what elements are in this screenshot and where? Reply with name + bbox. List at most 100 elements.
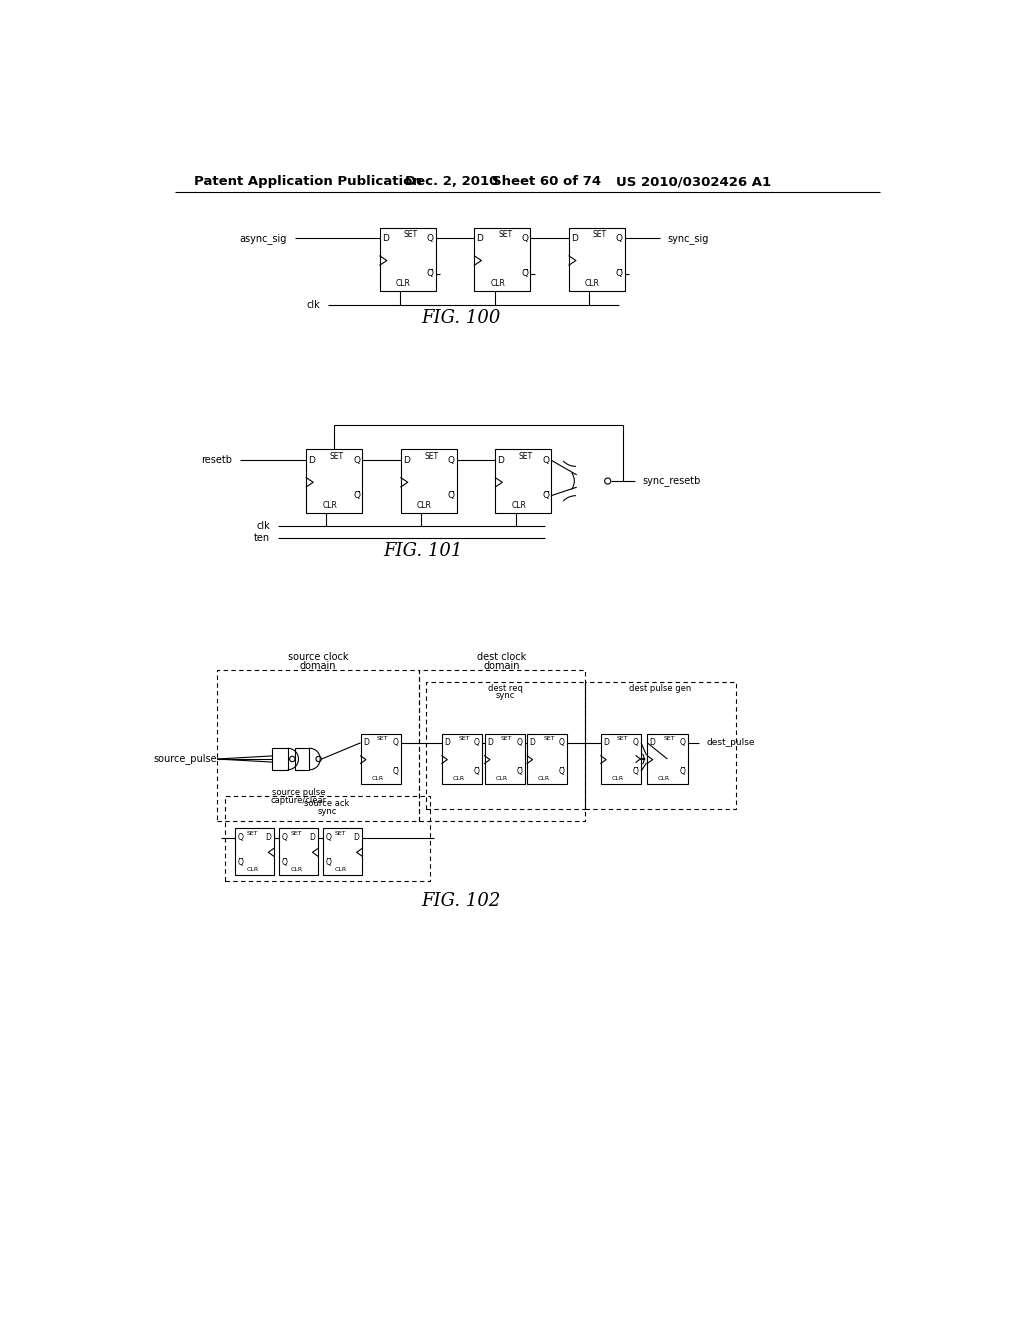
Bar bbox=[324, 829, 362, 875]
Text: source pulse: source pulse bbox=[271, 788, 326, 797]
Text: Q: Q bbox=[326, 833, 332, 842]
Text: SET: SET bbox=[377, 737, 388, 742]
Text: D: D bbox=[353, 833, 359, 842]
Text: SET: SET bbox=[291, 832, 302, 836]
Text: FIG. 101: FIG. 101 bbox=[383, 543, 462, 560]
Text: D: D bbox=[603, 738, 609, 747]
Text: Q: Q bbox=[474, 738, 479, 747]
Text: SET: SET bbox=[501, 737, 512, 742]
Bar bbox=[474, 227, 530, 290]
Text: SET: SET bbox=[403, 230, 418, 239]
Text: FIG. 102: FIG. 102 bbox=[422, 892, 501, 911]
Bar bbox=[601, 734, 641, 784]
Text: Q̅: Q̅ bbox=[427, 269, 434, 279]
Text: Q̅: Q̅ bbox=[392, 767, 398, 776]
Text: Q̅: Q̅ bbox=[543, 491, 549, 500]
Text: Q̅: Q̅ bbox=[447, 491, 455, 500]
Text: D: D bbox=[382, 234, 389, 243]
Text: Q: Q bbox=[282, 833, 288, 842]
Text: Q: Q bbox=[615, 234, 623, 243]
Text: Sheet 60 of 74: Sheet 60 of 74 bbox=[493, 176, 601, 187]
Text: SET: SET bbox=[664, 737, 675, 742]
Text: source ack: source ack bbox=[304, 799, 350, 808]
Text: sync_sig: sync_sig bbox=[668, 234, 709, 244]
Text: Q̅: Q̅ bbox=[326, 858, 332, 867]
Text: sync_resetb: sync_resetb bbox=[643, 475, 701, 487]
Text: D: D bbox=[265, 833, 271, 842]
Text: clk: clk bbox=[256, 521, 270, 532]
Bar bbox=[569, 227, 625, 290]
Text: Q: Q bbox=[447, 455, 455, 465]
Text: Patent Application Publication: Patent Application Publication bbox=[194, 176, 422, 187]
Text: ten: ten bbox=[254, 533, 270, 543]
Text: FIG. 100: FIG. 100 bbox=[422, 309, 501, 327]
Bar bbox=[586, 682, 736, 809]
Bar bbox=[647, 734, 687, 784]
Text: SET: SET bbox=[593, 230, 607, 239]
Bar bbox=[419, 671, 586, 821]
Text: dest pulse gen: dest pulse gen bbox=[630, 684, 691, 693]
Text: D: D bbox=[487, 738, 493, 747]
Text: dest_pulse: dest_pulse bbox=[707, 738, 756, 747]
Text: D: D bbox=[308, 455, 315, 465]
Text: CLR: CLR bbox=[335, 867, 347, 871]
Bar bbox=[295, 748, 309, 770]
Bar bbox=[280, 829, 317, 875]
Text: D: D bbox=[529, 738, 536, 747]
Text: Q̅: Q̅ bbox=[559, 767, 565, 776]
Text: Q̅: Q̅ bbox=[615, 269, 623, 279]
Text: Q: Q bbox=[353, 455, 360, 465]
Text: SET: SET bbox=[247, 832, 258, 836]
Text: D: D bbox=[362, 738, 369, 747]
Text: SET: SET bbox=[424, 451, 438, 461]
Text: sync: sync bbox=[317, 807, 337, 816]
Text: Q: Q bbox=[679, 738, 685, 747]
Text: D: D bbox=[402, 455, 410, 465]
Bar bbox=[306, 450, 362, 512]
Text: Q: Q bbox=[516, 738, 522, 747]
Bar bbox=[272, 748, 288, 770]
Text: Q̅: Q̅ bbox=[633, 767, 639, 776]
Text: CLR: CLR bbox=[417, 502, 432, 510]
Text: Q: Q bbox=[238, 833, 244, 842]
Text: dest req: dest req bbox=[488, 684, 523, 693]
Text: SET: SET bbox=[458, 737, 470, 742]
Text: D: D bbox=[571, 234, 578, 243]
Text: Q: Q bbox=[543, 455, 549, 465]
Bar bbox=[426, 682, 586, 809]
Text: SET: SET bbox=[335, 832, 346, 836]
Text: resetb: resetb bbox=[202, 455, 232, 465]
Text: CLR: CLR bbox=[490, 280, 505, 288]
Text: CLR: CLR bbox=[585, 280, 600, 288]
Text: CLR: CLR bbox=[372, 776, 384, 780]
Text: SET: SET bbox=[544, 737, 555, 742]
Bar bbox=[484, 734, 524, 784]
Bar bbox=[380, 227, 435, 290]
Text: Q: Q bbox=[559, 738, 565, 747]
Bar bbox=[217, 671, 419, 821]
Text: CLR: CLR bbox=[453, 776, 465, 780]
Bar bbox=[225, 796, 430, 880]
Text: Q̅: Q̅ bbox=[521, 269, 528, 279]
Text: Q̅: Q̅ bbox=[282, 858, 288, 867]
Text: domain: domain bbox=[483, 661, 520, 671]
Text: async_sig: async_sig bbox=[240, 234, 287, 244]
Text: Q: Q bbox=[392, 738, 398, 747]
Text: clk: clk bbox=[306, 300, 321, 310]
Text: D: D bbox=[309, 833, 315, 842]
Text: Q̅: Q̅ bbox=[679, 767, 685, 776]
Text: CLR: CLR bbox=[538, 776, 550, 780]
Text: Q̅: Q̅ bbox=[474, 767, 479, 776]
Text: D: D bbox=[444, 738, 451, 747]
Text: SET: SET bbox=[498, 230, 512, 239]
Text: SET: SET bbox=[519, 451, 534, 461]
Text: capture/clear: capture/clear bbox=[270, 796, 327, 805]
Bar bbox=[360, 734, 400, 784]
Text: CLR: CLR bbox=[323, 502, 337, 510]
Text: D: D bbox=[650, 738, 655, 747]
Bar bbox=[496, 450, 551, 512]
Text: source clock: source clock bbox=[288, 652, 348, 661]
Text: CLR: CLR bbox=[511, 502, 526, 510]
Text: D: D bbox=[498, 455, 504, 465]
Text: CLR: CLR bbox=[247, 867, 258, 871]
